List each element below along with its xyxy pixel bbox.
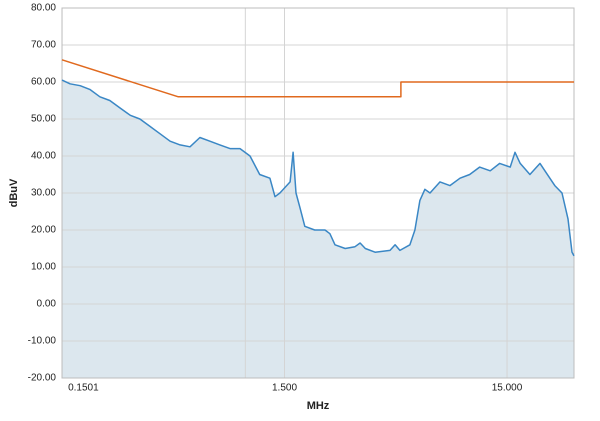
y-tick-label: 10.00 <box>31 262 56 273</box>
y-axis-title: dBuV <box>8 178 20 207</box>
y-tick-label: 20.00 <box>31 225 56 236</box>
y-tick-label: 0.00 <box>37 299 57 310</box>
y-tick-label: 40.00 <box>31 151 56 162</box>
y-tick-label: 30.00 <box>31 188 56 199</box>
x-axis-title: MHz <box>307 400 330 412</box>
x-tick-label: 1.500 <box>272 383 297 394</box>
x-tick-label: 15.000 <box>492 383 523 394</box>
x-tick-label: 0.1501 <box>68 383 99 394</box>
plot-border <box>61 7 575 379</box>
y-tick-label: 60.00 <box>31 77 56 88</box>
y-tick-label: 70.00 <box>31 40 56 51</box>
y-tick-label: 80.00 <box>31 3 56 14</box>
y-tick-label: -10.00 <box>28 336 57 347</box>
y-tick-label: 50.00 <box>31 114 56 125</box>
series-line <box>61 59 574 98</box>
area <box>62 80 574 378</box>
y-tick-label: -20.00 <box>28 373 57 384</box>
series-line <box>61 79 575 257</box>
